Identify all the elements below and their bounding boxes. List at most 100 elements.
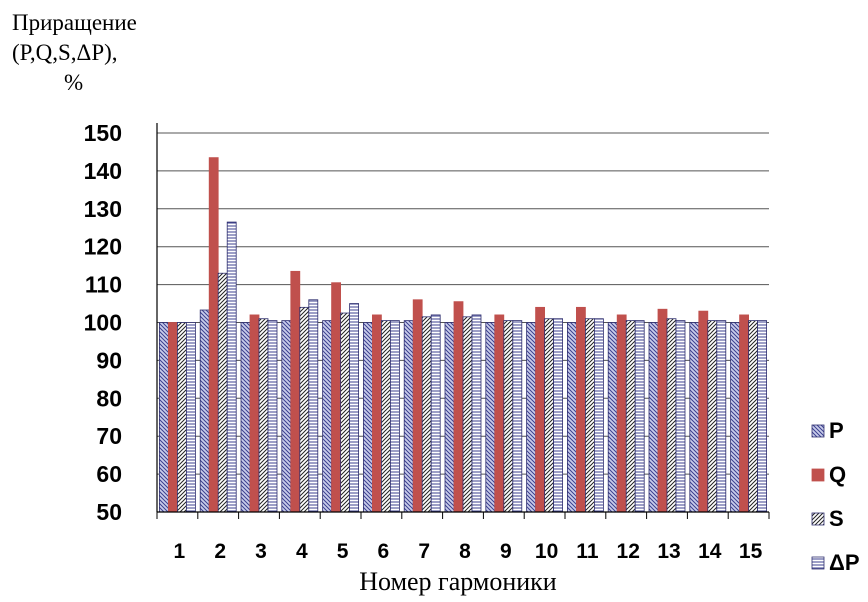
x-tick-labels: 1 2 3 4 5 6 7 8 9 10 11 12 13 14 15 bbox=[174, 540, 763, 563]
bar-P-2 bbox=[199, 309, 210, 513]
legend: PQS ΔP bbox=[811, 418, 860, 575]
bar-ΔP-4 bbox=[308, 299, 319, 513]
bar-ΔP-1 bbox=[185, 322, 196, 513]
x-tick-label: 15 bbox=[739, 540, 763, 563]
bar-Q-9 bbox=[494, 314, 505, 513]
bar-P-10 bbox=[526, 322, 536, 513]
legend-label-P: P bbox=[829, 418, 844, 443]
y-tick-label: 60 bbox=[96, 461, 122, 487]
legend-label-S: S bbox=[829, 506, 844, 531]
x-tick-label: 7 bbox=[418, 540, 430, 563]
x-tick-label: 13 bbox=[657, 540, 680, 563]
bar-P-13 bbox=[648, 322, 659, 513]
y-tick-label: 90 bbox=[96, 347, 122, 373]
bar-S-10 bbox=[544, 318, 554, 513]
bar-Q-15 bbox=[739, 314, 749, 513]
y-axis-title-line-1: Приращение bbox=[12, 10, 137, 35]
bar-ΔP-15 bbox=[757, 320, 767, 513]
bar-Q-11 bbox=[576, 306, 586, 513]
legend-swatch-ΔP bbox=[811, 556, 825, 570]
bar-ΔP-2 bbox=[226, 221, 237, 513]
bar-Q-10 bbox=[535, 306, 545, 513]
bar-S-2 bbox=[217, 272, 228, 513]
x-tick-label: 12 bbox=[617, 540, 640, 563]
bar-Q-14 bbox=[698, 310, 709, 513]
bar-ΔP-12 bbox=[634, 320, 645, 513]
bar-S-14 bbox=[707, 320, 718, 513]
bar-ΔP-5 bbox=[349, 303, 360, 513]
bar-Q-4 bbox=[290, 270, 301, 513]
bar-ΔP-10 bbox=[553, 318, 563, 513]
bar-S-1 bbox=[176, 322, 187, 513]
bar-P-1 bbox=[158, 322, 169, 513]
bar-S-13 bbox=[666, 318, 677, 513]
legend-swatch-Q bbox=[811, 468, 825, 482]
x-axis-title: Номер гармоники bbox=[359, 567, 556, 596]
bar-P-6 bbox=[362, 322, 373, 513]
bar-S-12 bbox=[625, 320, 636, 513]
bar-P-3 bbox=[240, 322, 251, 513]
bar-ΔP-8 bbox=[471, 314, 482, 513]
bar-Q-12 bbox=[616, 314, 627, 513]
x-tick-label: 4 bbox=[296, 540, 308, 563]
bar-P-5 bbox=[322, 320, 333, 513]
x-tick-label: 3 bbox=[255, 540, 267, 563]
bar-Q-2 bbox=[208, 157, 219, 513]
bar-P-7 bbox=[403, 320, 414, 513]
y-tick-label: 70 bbox=[96, 423, 122, 449]
bar-ΔP-7 bbox=[430, 314, 441, 513]
bar-Q-8 bbox=[453, 301, 464, 513]
bar-P-15 bbox=[730, 322, 740, 513]
y-tick-label: 150 bbox=[84, 120, 122, 146]
legend-swatch-S bbox=[811, 512, 825, 526]
bar-ΔP-9 bbox=[512, 320, 523, 513]
x-tick-label: 5 bbox=[337, 540, 349, 563]
bar-Q-6 bbox=[371, 314, 382, 513]
y-axis-title-line-3: % bbox=[64, 70, 84, 95]
bar-P-4 bbox=[281, 320, 292, 513]
bar-S-15 bbox=[748, 320, 758, 513]
bar-ΔP-11 bbox=[594, 318, 604, 513]
x-tick-label: 11 bbox=[576, 540, 599, 563]
x-tick-label: 1 bbox=[174, 540, 186, 563]
x-tick-label: 14 bbox=[698, 540, 722, 563]
x-tick-label: 10 bbox=[535, 540, 558, 563]
y-axis-title-line-2: (P,Q,S,ΔP), bbox=[12, 40, 118, 65]
bar-Q-7 bbox=[412, 299, 423, 513]
bar-Q-13 bbox=[657, 308, 668, 513]
bar-P-12 bbox=[607, 322, 618, 513]
bar-S-5 bbox=[340, 312, 351, 513]
y-axis-title: Приращение (P,Q,S,ΔP), % bbox=[12, 8, 192, 98]
bar-ΔP-3 bbox=[267, 320, 278, 513]
bar-S-6 bbox=[380, 320, 391, 513]
bar-ΔP-13 bbox=[675, 320, 686, 513]
bar-S-3 bbox=[258, 318, 269, 513]
x-tick-label: 2 bbox=[214, 540, 226, 563]
y-tick-label: 120 bbox=[84, 234, 122, 260]
bar-P-14 bbox=[689, 322, 700, 513]
bar-Q-1 bbox=[167, 322, 178, 513]
bar-P-8 bbox=[444, 322, 455, 513]
bar-P-11 bbox=[567, 322, 577, 513]
bar-S-8 bbox=[462, 316, 473, 513]
y-tick-labels: 50 60 70 80 90 100 110 120 130 140 150 bbox=[84, 120, 122, 525]
x-tick-label: 6 bbox=[378, 540, 390, 563]
axes bbox=[156, 123, 770, 519]
bar-Q-3 bbox=[249, 314, 260, 513]
y-tick-label: 130 bbox=[84, 196, 122, 222]
legend-swatch-P bbox=[811, 424, 825, 438]
bar-P-9 bbox=[485, 322, 496, 513]
bar-S-9 bbox=[503, 320, 514, 513]
y-tick-label: 140 bbox=[84, 158, 122, 184]
y-tick-label: 100 bbox=[84, 310, 122, 336]
x-tick-label: 9 bbox=[500, 540, 512, 563]
bar-S-11 bbox=[585, 318, 595, 513]
bars bbox=[158, 157, 767, 513]
y-tick-label: 80 bbox=[96, 385, 122, 411]
bar-S-4 bbox=[299, 306, 310, 513]
bar-S-7 bbox=[421, 316, 432, 513]
bar-ΔP-6 bbox=[389, 320, 400, 513]
bar-ΔP-14 bbox=[716, 320, 727, 513]
bar-Q-5 bbox=[331, 282, 342, 513]
